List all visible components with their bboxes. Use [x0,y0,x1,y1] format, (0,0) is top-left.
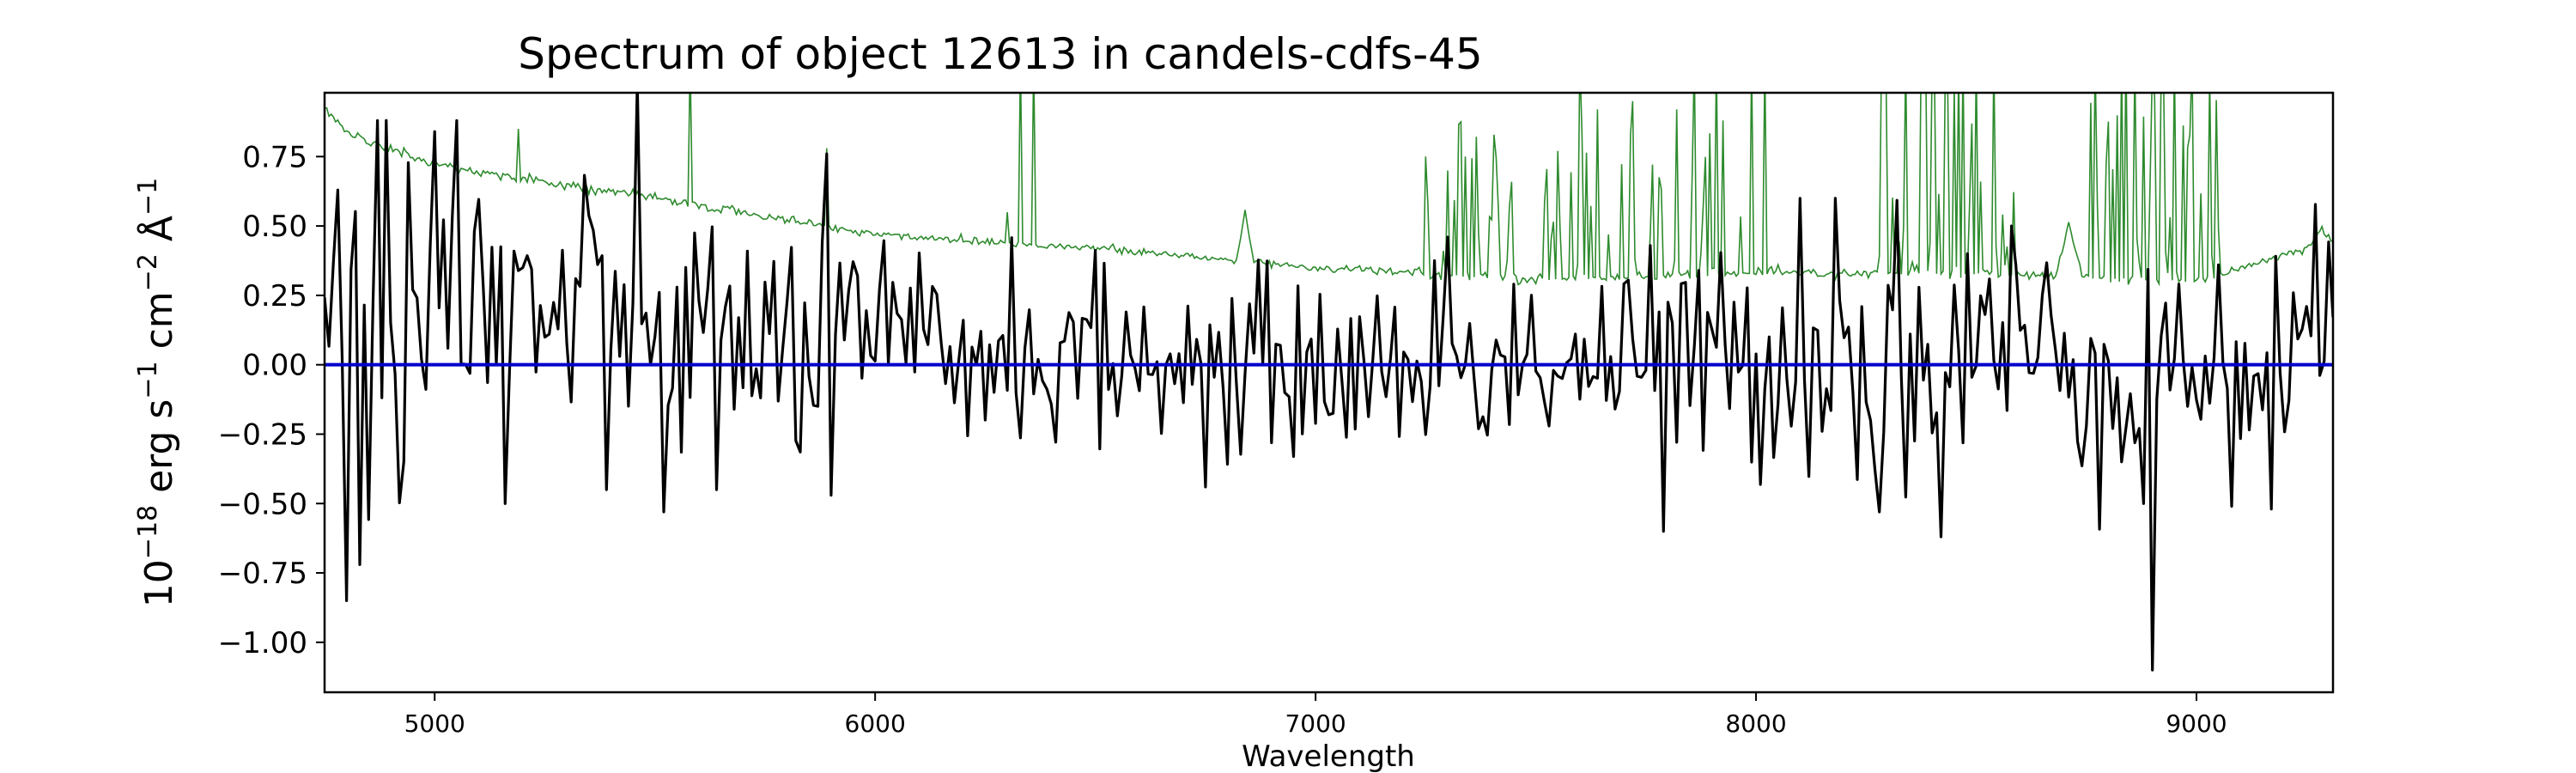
series-layer [325,93,2333,672]
x-tick-label: 7000 [1285,709,1346,738]
x-tick-label: 5000 [404,709,465,738]
y-tick-label: −0.75 [218,557,307,591]
flux-spectrum-line [325,93,2333,672]
x-axis-ticks: 5000 6000 7000 8000 9000 [404,692,2227,738]
y-tick-label: 0.75 [242,140,307,174]
y-label-angstrom-exp: −1 [133,178,163,216]
x-tick-label: 6000 [845,709,906,738]
y-label-s-exp: −1 [133,361,163,399]
x-axis-label: Wavelength [1242,740,1415,773]
y-axis-label: 10−18 erg s−1 cm−2 Å−1 [133,178,181,607]
chart-title: Spectrum of object 12613 in candels-cdfs… [518,29,1483,79]
axes-frame [323,91,2335,694]
y-tick-label: −1.00 [218,626,307,660]
y-label-cm-exp: −2 [133,253,163,291]
y-label-power: −18 [133,505,163,559]
x-tick-label: 9000 [2166,709,2227,738]
y-label-erg: erg s [137,399,181,505]
y-label-cm: cm [137,291,181,361]
y-label-angstrom: Å [136,216,181,253]
y-label-base: 10 [137,559,181,607]
y-tick-label: −0.50 [218,487,307,521]
error-spectrum-line [325,93,2333,287]
x-tick-label: 8000 [1725,709,1786,738]
y-tick-label: −0.25 [218,417,307,452]
y-tick-label: 0.25 [242,279,307,313]
y-tick-label: 0.50 [242,210,307,244]
plot-area [323,91,2335,694]
y-axis-ticks: 0.75 0.50 0.25 0.00 −0.25 −0.50 −0.75 −1.00 [218,140,325,660]
y-tick-label: 0.00 [242,349,307,383]
